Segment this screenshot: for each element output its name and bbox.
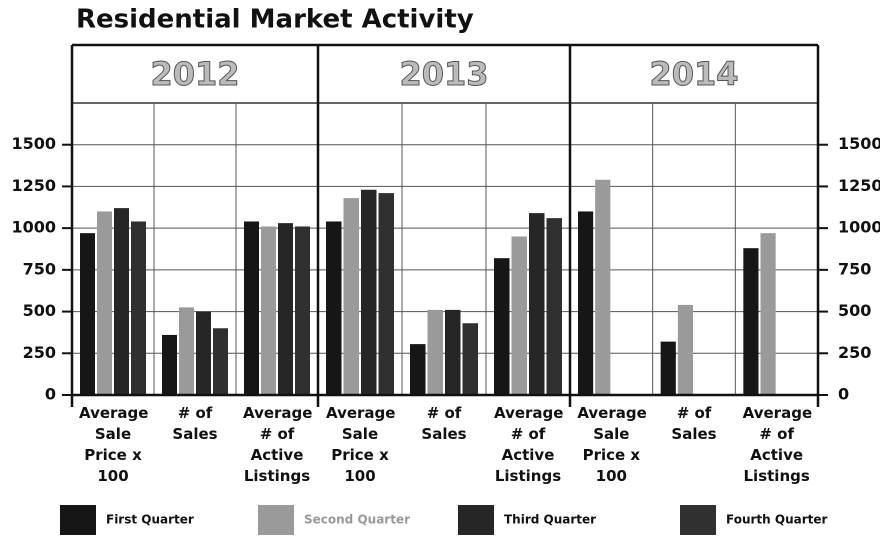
- legend-swatch: [60, 505, 96, 535]
- bar: [660, 341, 676, 395]
- bar: [261, 226, 276, 395]
- bar: [462, 323, 478, 395]
- bar: [445, 309, 461, 395]
- x-tick-label: # of Sales: [172, 404, 218, 443]
- bar: [410, 344, 426, 395]
- year-title: 2012: [150, 55, 239, 93]
- bar: [80, 233, 95, 395]
- bar: [97, 211, 112, 395]
- bar: [511, 236, 527, 395]
- bar: [114, 208, 129, 395]
- x-tick-label: # of Sales: [421, 404, 467, 443]
- legend-label: First Quarter: [106, 513, 194, 527]
- legend-label: Second Quarter: [304, 513, 410, 527]
- x-tick-label: Average Sale Price x 100: [326, 404, 396, 485]
- y-tick-label: 1000: [11, 218, 56, 237]
- y-tick-label: 250: [23, 343, 56, 362]
- year-title: 2013: [399, 55, 488, 93]
- legend-swatch: [258, 505, 294, 535]
- bar: [162, 334, 177, 395]
- legend-label: Third Quarter: [504, 513, 596, 527]
- bar: [213, 328, 228, 395]
- bar: [595, 179, 611, 395]
- x-tick-label: Average Sale Price x 100: [79, 404, 149, 485]
- bar: [244, 221, 259, 395]
- bar: [278, 223, 293, 395]
- y-tick-label: 0: [45, 385, 56, 404]
- legend-swatch: [458, 505, 494, 535]
- y-tick-label: 1250: [11, 176, 56, 195]
- bar: [326, 221, 342, 395]
- bar: [343, 198, 359, 395]
- legend-swatch: [680, 505, 716, 535]
- y-tick-label: 750: [23, 259, 56, 278]
- bar: [361, 189, 377, 395]
- bar: [378, 193, 394, 395]
- y-tick-label: 1000: [838, 218, 880, 237]
- y-tick-label: 1500: [838, 134, 880, 153]
- x-tick-label: Average # of Active Listings: [742, 404, 813, 485]
- x-tick-label: Average # of Active Listings: [243, 404, 313, 485]
- y-tick-label: 500: [838, 301, 871, 320]
- bar: [677, 304, 693, 395]
- chart-title: Residential Market Activity: [76, 5, 474, 35]
- bar: [494, 258, 510, 395]
- x-tick-label: # of Sales: [671, 404, 717, 443]
- bar: [760, 233, 776, 395]
- x-tick-label: Average # of Active Listings: [494, 404, 564, 485]
- y-tick-label: 1250: [838, 176, 880, 195]
- bar: [427, 309, 443, 395]
- bar: [578, 211, 594, 395]
- y-tick-label: 750: [838, 259, 871, 278]
- bar: [179, 307, 194, 395]
- x-tick-label: Average Sale Price x 100: [577, 404, 647, 485]
- y-tick-label: 250: [838, 343, 871, 362]
- bar: [743, 248, 759, 395]
- bar: [546, 218, 562, 395]
- y-tick-label: 0: [838, 385, 849, 404]
- bar: [295, 226, 310, 395]
- bar: [196, 311, 211, 395]
- legend-label: Fourth Quarter: [726, 513, 828, 527]
- y-tick-label: 1500: [11, 134, 56, 153]
- bar: [131, 221, 146, 395]
- y-tick-label: 500: [23, 301, 56, 320]
- year-title: 2014: [649, 55, 738, 93]
- bar: [529, 213, 545, 395]
